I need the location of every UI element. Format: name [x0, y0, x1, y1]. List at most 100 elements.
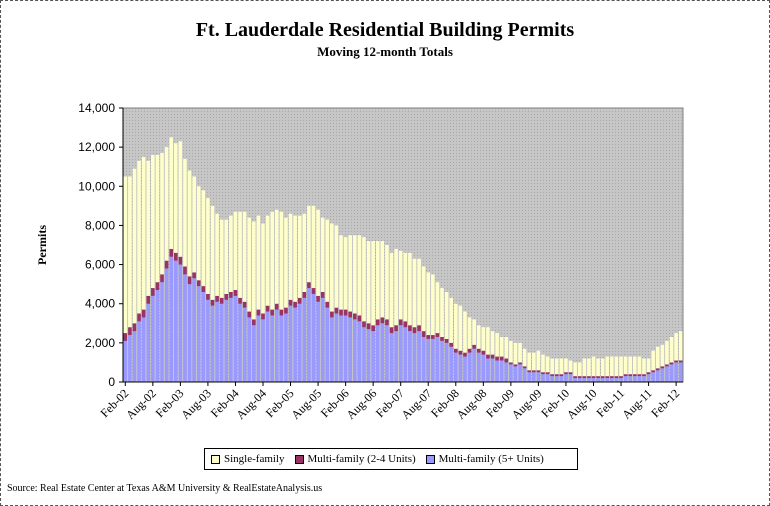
- bar-single-family: [623, 356, 628, 375]
- bar-single-family: [169, 137, 173, 249]
- bar-single-family: [284, 217, 288, 308]
- bar-single-family: [614, 356, 619, 377]
- bar-multi-2-4: [330, 311, 334, 318]
- bar-single-family: [467, 317, 472, 349]
- bar-multi-5plus: [362, 327, 366, 382]
- bar-single-family: [279, 211, 284, 310]
- bar-multi-2-4: [527, 370, 532, 373]
- bar-multi-5plus: [619, 378, 623, 382]
- bar-single-family: [385, 245, 389, 320]
- bar-single-family: [307, 205, 311, 283]
- bar-single-family: [481, 327, 486, 351]
- bar-single-family: [375, 241, 380, 320]
- bar-multi-5plus: [458, 354, 463, 382]
- bar-multi-2-4: [499, 356, 504, 361]
- bar-multi-5plus: [545, 374, 550, 382]
- x-tick-label: Aug-11: [619, 386, 655, 422]
- bar-single-family: [151, 154, 155, 289]
- y-tick-label: 6,000: [85, 258, 115, 272]
- bar-single-family: [403, 252, 408, 322]
- bar-multi-5plus: [596, 378, 600, 382]
- bar-multi-5plus: [435, 336, 440, 382]
- bar-multi-5plus: [674, 362, 678, 382]
- bar-multi-5plus: [660, 368, 665, 382]
- bar-multi-5plus: [270, 315, 274, 382]
- bar-single-family: [371, 241, 375, 326]
- bar-single-family: [541, 354, 545, 373]
- bar-multi-2-4: [334, 307, 339, 314]
- bar-single-family: [449, 297, 453, 343]
- bar-single-family: [366, 241, 371, 324]
- y-tick-label: 2,000: [85, 336, 115, 350]
- bar-multi-2-4: [261, 313, 265, 320]
- bar-single-family: [174, 143, 178, 253]
- bar-multi-5plus: [128, 335, 132, 382]
- bar-single-family: [573, 362, 577, 377]
- bar-single-family: [201, 190, 206, 287]
- bar-multi-5plus: [288, 305, 293, 382]
- bar-multi-5plus: [486, 358, 490, 382]
- bar-multi-2-4: [398, 319, 403, 326]
- bar-multi-2-4: [385, 319, 389, 326]
- bar-single-family: [270, 211, 274, 310]
- bar-single-family: [490, 331, 495, 355]
- bar-single-family: [224, 219, 229, 294]
- x-tick-label: Aug-09: [509, 386, 545, 422]
- bar-multi-5plus: [490, 358, 495, 382]
- x-tick-label: Aug-05: [288, 386, 324, 422]
- bar-multi-5plus: [279, 315, 284, 382]
- bar-multi-5plus: [201, 291, 206, 382]
- bar-single-family: [398, 250, 403, 320]
- bar-multi-5plus: [536, 372, 541, 382]
- bar-multi-2-4: [550, 374, 554, 377]
- bar-multi-5plus: [192, 278, 196, 382]
- bar-multi-2-4: [573, 376, 577, 379]
- bar-multi-2-4: [229, 291, 233, 298]
- bar-multi-5plus: [655, 370, 660, 382]
- bar-single-family: [233, 211, 238, 291]
- bar-single-family: [348, 235, 352, 312]
- bar-multi-5plus: [591, 378, 596, 382]
- bar-multi-5plus: [600, 378, 605, 382]
- bar-single-family: [320, 217, 325, 292]
- bar-single-family: [238, 211, 242, 298]
- bar-multi-5plus: [499, 360, 504, 382]
- x-tick-label: Aug-10: [564, 386, 600, 422]
- bar-multi-2-4: [554, 374, 559, 377]
- bar-multi-2-4: [449, 342, 453, 347]
- legend-item-single-family: Single-family: [211, 453, 285, 465]
- bar-multi-5plus: [614, 378, 619, 382]
- bar-multi-5plus: [141, 317, 146, 382]
- bar-multi-5plus: [481, 354, 486, 382]
- bar-multi-5plus: [665, 366, 669, 382]
- bar-single-family: [164, 147, 169, 261]
- bar-single-family: [637, 356, 642, 375]
- bar-multi-5plus: [187, 284, 192, 382]
- bar-single-family: [343, 237, 348, 310]
- bar-multi-5plus: [164, 268, 169, 382]
- bar-multi-5plus: [325, 307, 330, 382]
- bar-multi-2-4: [509, 362, 513, 365]
- bar-single-family: [408, 252, 412, 326]
- bar-multi-2-4: [467, 348, 472, 353]
- bar-multi-2-4: [265, 305, 270, 312]
- bar-multi-5plus: [467, 352, 472, 382]
- bar-multi-5plus: [454, 352, 458, 382]
- bar-multi-2-4: [481, 350, 486, 355]
- bar-multi-5plus: [334, 313, 339, 382]
- bar-multi-2-4: [614, 376, 619, 379]
- legend-swatch-multi-2-4: [294, 454, 304, 464]
- bar-single-family: [587, 358, 591, 377]
- bar-single-family: [357, 235, 362, 316]
- bar-multi-2-4: [160, 274, 164, 283]
- bar-single-family: [596, 358, 600, 377]
- bar-single-family: [651, 350, 655, 371]
- bar-multi-2-4: [316, 295, 320, 302]
- bar-multi-2-4: [454, 348, 458, 353]
- bar-single-family: [435, 282, 440, 334]
- bar-multi-2-4: [192, 272, 196, 279]
- bar-single-family: [476, 325, 481, 349]
- bar-single-family: [417, 258, 421, 326]
- bar-multi-5plus: [559, 376, 564, 382]
